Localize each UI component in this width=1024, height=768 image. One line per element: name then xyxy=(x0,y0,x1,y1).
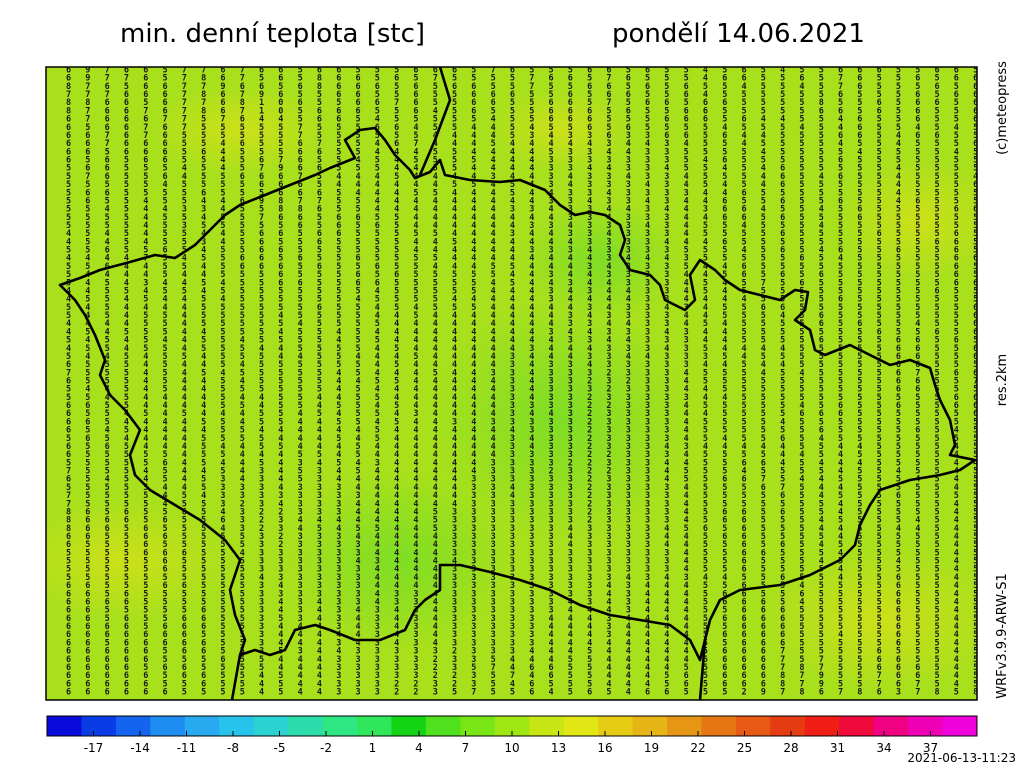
colorbar-tick-label: 22 xyxy=(690,741,705,755)
colorbar-tick-label: 7 xyxy=(462,741,470,755)
map-title: min. denní teplota [stc] xyxy=(120,19,425,49)
colorbar-tick-label: -2 xyxy=(320,741,332,755)
colorbar-tick-label: 13 xyxy=(551,741,566,755)
copyright-label: (c)meteopress xyxy=(995,61,1010,155)
resolution-label: res.2km xyxy=(995,354,1010,406)
timestamp: 2021-06-13-11:23 xyxy=(907,751,1016,765)
map-date: pondělí 14.06.2021 xyxy=(612,19,865,49)
colorbar-segment xyxy=(357,716,392,736)
model-label: WRFv3.9.9-ARW-S1 xyxy=(995,573,1010,698)
colorbar-segment xyxy=(184,716,220,736)
colorbar-segment xyxy=(288,716,324,736)
colorbar-segment xyxy=(81,716,117,736)
colorbar-tick-label: -8 xyxy=(227,741,239,755)
colorbar-tick-label: 31 xyxy=(830,741,845,755)
border-branch xyxy=(698,639,707,700)
colorbar-tick-label: 16 xyxy=(597,741,612,755)
colorbar-tick-label: 4 xyxy=(415,741,423,755)
colorbar-tick-label: 1 xyxy=(369,741,377,755)
colorbar: -17 -14 -11 -8 -5 -2 1 4 7 10 13 16 19 22 25 28 31 34 37 xyxy=(46,715,978,755)
colorbar-tick-label: -17 xyxy=(84,741,104,755)
colorbar-segment xyxy=(253,716,289,736)
colorbar-tick-label: 25 xyxy=(737,741,752,755)
colorbar-segment xyxy=(873,716,909,736)
colorbar-tick-label: 28 xyxy=(783,741,798,755)
border-branch xyxy=(418,67,452,176)
colorbar-segment xyxy=(701,716,737,736)
colorbar-segment xyxy=(632,716,668,736)
colorbar-tick-label: 10 xyxy=(504,741,519,755)
map-frame xyxy=(45,66,978,701)
colorbar-segment xyxy=(219,716,255,736)
colorbar-segment xyxy=(839,716,875,736)
colorbar-segment xyxy=(391,716,427,736)
colorbar-segment xyxy=(942,716,978,736)
colorbar-segment xyxy=(563,716,599,736)
colorbar-segment xyxy=(47,716,82,736)
colorbar-segment xyxy=(115,716,151,736)
colorbar-segment xyxy=(804,716,840,736)
colorbar-segment xyxy=(908,716,944,736)
colorbar-segment xyxy=(735,716,771,736)
border xyxy=(58,67,977,700)
colorbar-segment xyxy=(529,716,565,736)
country-border xyxy=(58,126,977,662)
border-branch xyxy=(230,654,242,700)
colorbar-tick-label: -14 xyxy=(130,741,150,755)
colorbar-tick-label: -5 xyxy=(274,741,286,755)
colorbar-tick-label: 34 xyxy=(876,741,891,755)
colorbar-segment xyxy=(425,716,461,736)
colorbar-tick-label: 37 xyxy=(923,741,938,755)
colorbar-segment xyxy=(322,716,358,736)
colorbar-tick-label: -11 xyxy=(177,741,197,755)
colorbar-segment xyxy=(667,716,702,736)
colorbar-segment xyxy=(598,716,634,736)
colorbar-segment xyxy=(460,716,496,736)
colorbar-segment xyxy=(150,716,186,736)
colorbar-segment xyxy=(494,716,530,736)
map-background xyxy=(46,67,977,700)
colorbar-tick-label: 19 xyxy=(644,741,659,755)
colorbar-segment xyxy=(770,716,806,736)
